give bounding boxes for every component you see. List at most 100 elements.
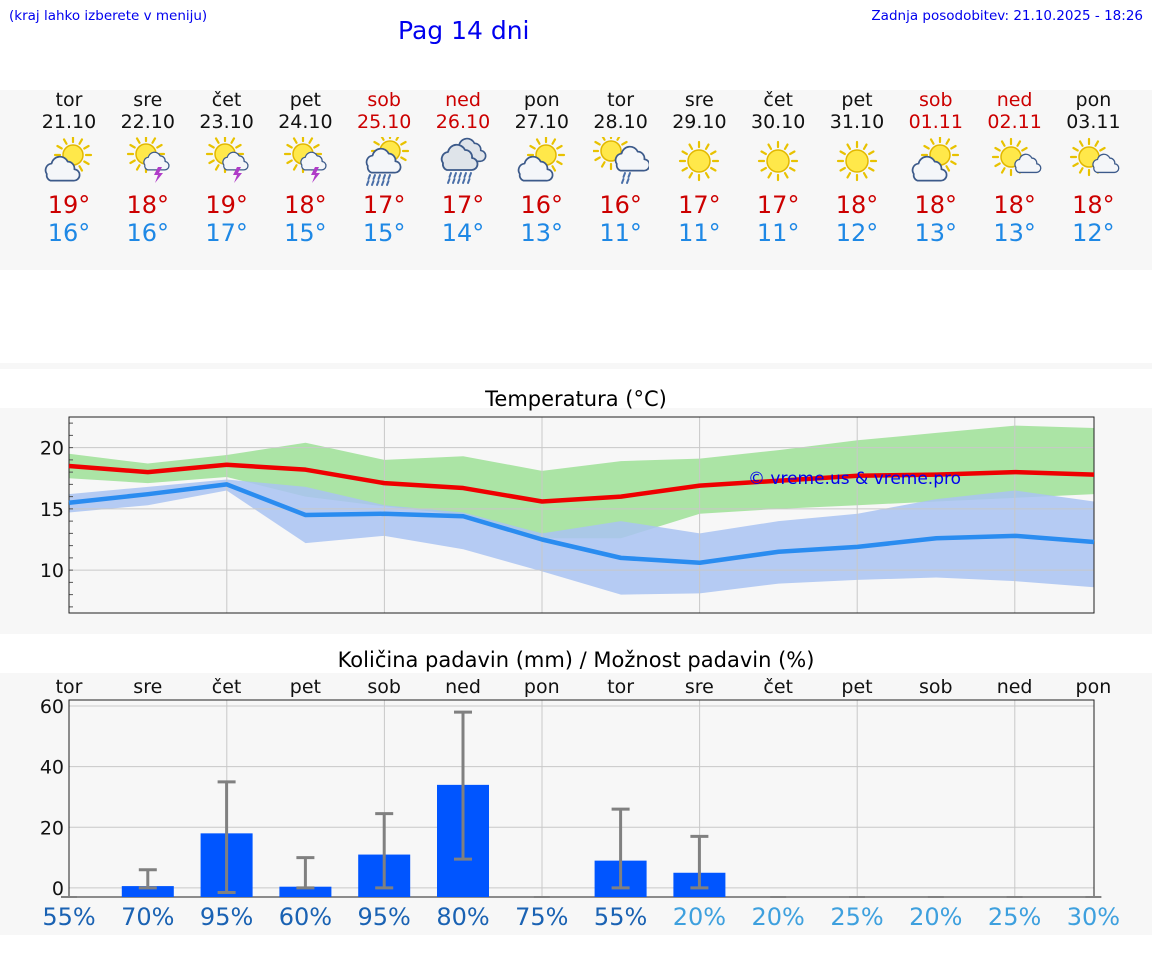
sun-small-cloud-icon [1070, 137, 1120, 177]
min-temperature: 17° [205, 219, 248, 247]
x-day-label: tor [55, 676, 83, 698]
x-day-label: pon [1075, 676, 1112, 698]
day-date: 03.11 [1066, 111, 1121, 133]
min-temperature: 11° [756, 219, 800, 247]
max-temperature: 17° [756, 191, 800, 219]
max-temperature: 16° [599, 191, 642, 219]
partly-cloudy-icon [911, 137, 959, 182]
max-temperature: 17° [362, 191, 406, 219]
precipitation-probability: 70% [121, 903, 175, 931]
plot-frame [68, 699, 1095, 898]
precipitation-probability: 20% [672, 903, 727, 931]
partly-cloudy-icon [517, 137, 565, 182]
cloud-rain-icon [440, 137, 487, 184]
day-forecast: čet 30.10 17° 11° [738, 89, 818, 247]
lightning-shape [153, 167, 163, 183]
day-date: 31.10 [829, 111, 885, 133]
min-temperature: 15° [362, 219, 406, 247]
x-day-label: pet [841, 676, 873, 698]
day-forecast: ned 02.11 18° 13° [975, 89, 1055, 247]
day-date: 22.10 [120, 111, 175, 133]
sun-shape [920, 137, 959, 175]
precipitation-chart: 0 20 40 60 [40, 696, 1102, 900]
day-date: 29.10 [672, 111, 727, 133]
precipitation-probability: 55% [593, 903, 648, 931]
x-day-label: pet [289, 676, 321, 698]
day-date: 01.11 [908, 111, 963, 133]
min-temperature-range-band [69, 479, 1094, 595]
x-day-label: čet [211, 676, 242, 698]
max-temperature: 17° [441, 191, 485, 219]
max-temperature: 19° [47, 191, 91, 219]
day-forecast: sob 01.11 18° 13° [896, 89, 976, 247]
day-name: pon [523, 89, 560, 111]
day-date: 28.10 [593, 111, 648, 133]
y-tick-label: 15 [40, 499, 64, 521]
max-temperature: 17° [678, 191, 721, 219]
y-tick-label: 20 [40, 438, 64, 460]
cloud-shape [1013, 153, 1041, 174]
min-temperature: 15° [284, 219, 327, 247]
day-date: 02.11 [987, 111, 1042, 133]
max-temperature: 18° [126, 191, 170, 219]
y-tick-label: 40 [40, 757, 64, 779]
max-temperature: 18° [914, 191, 958, 219]
sun-thunder-icon [284, 137, 327, 183]
day-forecast: ned 26.10 17° 14° [423, 89, 503, 247]
precipitation-probability: 20% [751, 903, 805, 931]
day-date: 25.10 [356, 111, 412, 133]
x-day-label: čet [763, 676, 793, 698]
max-temperature-range-band [69, 425, 1094, 539]
cloud-shape [300, 151, 327, 171]
lightning-shape [232, 167, 242, 183]
precipitation-probability: 30% [1066, 903, 1121, 931]
day-date: 30.10 [750, 111, 806, 133]
watermark-text: © vreme.us & vreme.pro [748, 469, 961, 489]
precipitation-bar [121, 886, 174, 897]
min-temperature: 12° [1072, 219, 1115, 247]
min-temperature: 13° [520, 219, 564, 247]
y-tick-label: 60 [40, 696, 64, 718]
precipitation-probability: 20% [909, 903, 963, 931]
max-temperature: 19° [205, 191, 248, 219]
day-name: pet [841, 89, 873, 111]
min-temperature: 16° [47, 219, 91, 247]
temperature-chart-title: Temperatura (°C) [485, 387, 667, 411]
day-name: sre [684, 89, 714, 111]
day-name: sob [919, 89, 953, 111]
rain-drops [620, 172, 631, 184]
max-temperature: 18° [284, 191, 327, 219]
day-name: tor [607, 89, 635, 111]
min-temperature: 16° [126, 219, 170, 247]
day-forecast: sre 22.10 18° 16° [108, 89, 188, 247]
cloud-shape [44, 155, 81, 182]
day-date: 21.10 [41, 111, 97, 133]
sun-icon [758, 140, 799, 182]
temperature-chart: 10 15 20 © vreme.us & vreme.pro [40, 416, 1095, 614]
precipitation-probability: 80% [436, 903, 490, 931]
x-day-label: sre [133, 676, 163, 698]
day-name: sre [133, 89, 163, 111]
sun-thunder-icon [205, 137, 249, 183]
x-day-label: sob [367, 676, 401, 698]
x-day-label: sob [919, 676, 953, 698]
day-forecast: pon 03.11 18° 12° [1053, 89, 1133, 247]
max-temperature: 18° [835, 191, 879, 219]
page-title: Pag 14 dni [398, 16, 530, 45]
max-temperature-line [68, 462, 1095, 504]
day-name: čet [211, 89, 242, 111]
cloud-shape [221, 151, 249, 171]
precipitation-probability: 25% [987, 903, 1042, 931]
sun-shape [836, 140, 878, 182]
day-forecast: tor 21.10 19° 16° [29, 89, 109, 247]
precipitation-probability: 75% [515, 903, 569, 931]
cloud-shape [440, 143, 479, 171]
location-hint: (kraj lahko izberete v meniju) [9, 8, 208, 24]
day-name: čet [763, 89, 793, 111]
day-date: 27.10 [514, 111, 569, 133]
max-temperature: 18° [993, 191, 1036, 219]
precipitation-probability: 25% [830, 903, 884, 931]
sun-icon [836, 140, 878, 182]
day-name: ned [445, 89, 481, 111]
cloud-shape [365, 147, 402, 174]
